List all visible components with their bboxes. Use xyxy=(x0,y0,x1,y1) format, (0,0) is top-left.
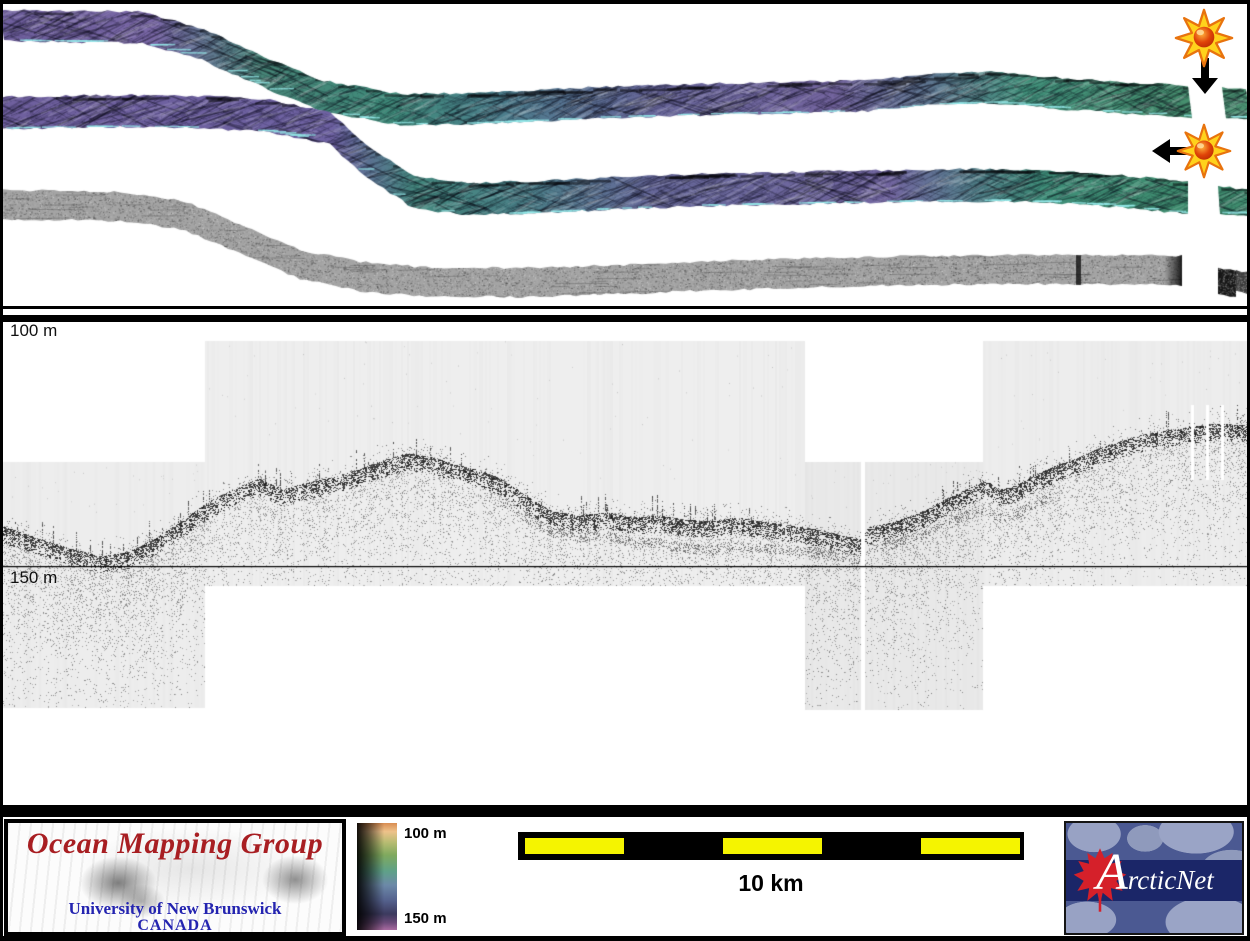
sun-icon xyxy=(1174,8,1234,68)
ocean-mapping-group-logo: Ocean Mapping Group University of New Br… xyxy=(4,819,346,936)
scale-bar xyxy=(518,832,1024,860)
scale-bar-segment xyxy=(921,838,1020,854)
colorbar-bottom-label: 150 m xyxy=(404,910,447,927)
scale-bar-label: 10 km xyxy=(738,870,804,896)
down-arrow-icon xyxy=(1192,58,1218,94)
frame-top xyxy=(0,0,1250,4)
colorbar-top-label: 100 m xyxy=(404,825,447,842)
scale-bar-segment xyxy=(525,838,624,854)
frame-right xyxy=(1247,0,1250,941)
frame-left xyxy=(0,0,3,941)
frame-divider-lower xyxy=(0,805,1250,817)
scale-bar-segment xyxy=(723,838,822,854)
arcticnet-name: ArcticNet xyxy=(1096,847,1242,899)
omg-subtitle: University of New Brunswick xyxy=(68,899,282,918)
swath-map-canvas xyxy=(0,0,1250,309)
arcticnet-logo: ArcticNet xyxy=(1064,821,1244,935)
arcticnet-initial: A xyxy=(1096,844,1128,901)
footer-bar: Ocean Mapping Group University of New Br… xyxy=(0,812,1250,941)
omg-country: CANADA xyxy=(137,917,213,934)
depth-colorbar xyxy=(357,823,397,930)
maple-leaf-icon xyxy=(1073,848,1127,912)
arcticnet-rest: rcticNet xyxy=(1127,865,1214,895)
frame-divider-thick xyxy=(0,315,1250,322)
subbottom-profile-canvas xyxy=(0,309,1250,812)
depth-label-100m: 100 m xyxy=(10,321,58,340)
depth-label-150m: 150 m xyxy=(10,568,58,587)
frame-bottom xyxy=(0,936,1250,941)
omg-title: Ocean Mapping Group xyxy=(26,827,324,860)
frame-divider-thin xyxy=(0,306,1250,309)
sun-icon xyxy=(1176,123,1232,179)
